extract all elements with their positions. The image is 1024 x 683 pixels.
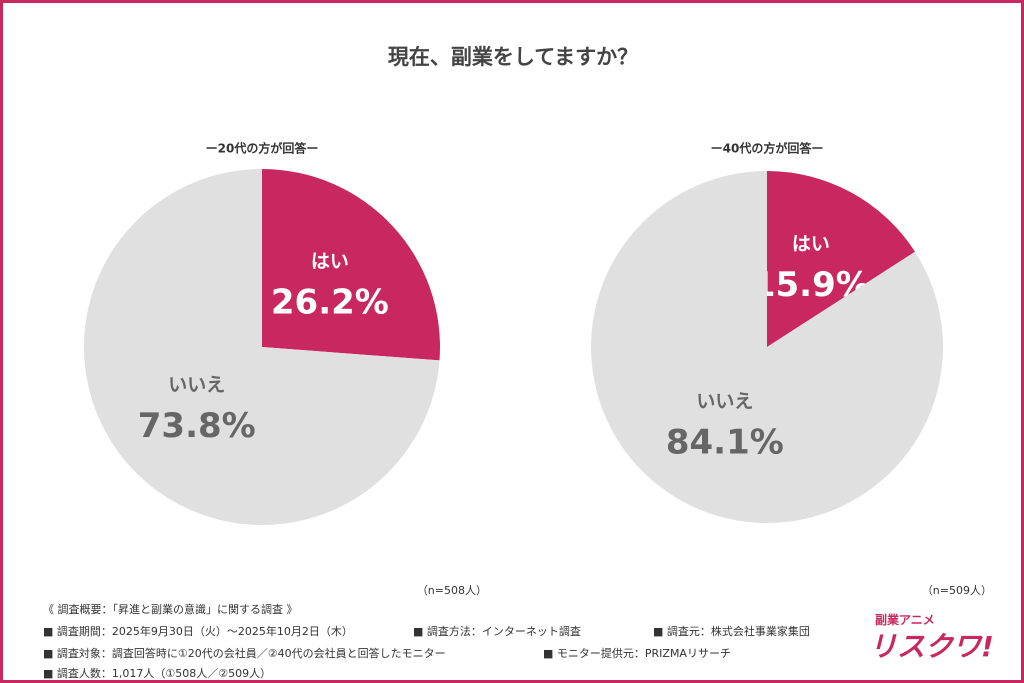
slice-label: いいえ <box>168 374 225 396</box>
pie-subtitle: ー40代の方が回答ー <box>711 141 824 156</box>
value-label: 26.2% <box>271 283 389 323</box>
value-label: 73.8% <box>138 406 256 446</box>
sample-note: （n=509人） <box>922 584 992 597</box>
pie-slice <box>591 171 943 523</box>
footer-item: ■ 調査人数：1,017人（①508人／②509人） <box>43 667 272 680</box>
slice-label: はい <box>792 233 830 255</box>
logo-main: リスクワ! <box>869 630 994 663</box>
footer-item: ■ 調査期間：2025年9月30日（火）～2025年10月2日（木） <box>43 625 353 638</box>
chart-title: 現在、副業をしてますか？ <box>388 45 638 69</box>
sample-note: （n=508人） <box>417 584 487 597</box>
pie-slice <box>767 171 916 347</box>
pie-slice <box>84 169 440 525</box>
footer-item: ■ 調査対象：調査回答時に①20代の会社員／②40代の会社員と回答したモニター <box>43 647 446 660</box>
slice-label: いいえ <box>696 391 753 413</box>
footer-item: ■ モニター提供元：PRIZMAリサーチ <box>543 647 731 660</box>
footer-item: ■ 調査方法：インターネット調査 <box>413 625 581 638</box>
logo-top: 副業アニメ <box>875 613 935 627</box>
chart: 現在、副業をしてますか？ ー20代の方が回答ー （n=508人） はい 26.2% いい… <box>84 45 992 597</box>
footer-item: ■ 調査元：株式会社事業家集団 <box>653 625 810 638</box>
pie-slice <box>262 169 440 361</box>
value-label: 84.1% <box>666 423 784 463</box>
slice-label: はい <box>311 251 349 273</box>
pie-subtitle: ー20代の方が回答ー <box>206 141 319 156</box>
footer-heading: 《 調査概要：「昇進と副業の意識」に関する調査 》 <box>43 603 298 616</box>
